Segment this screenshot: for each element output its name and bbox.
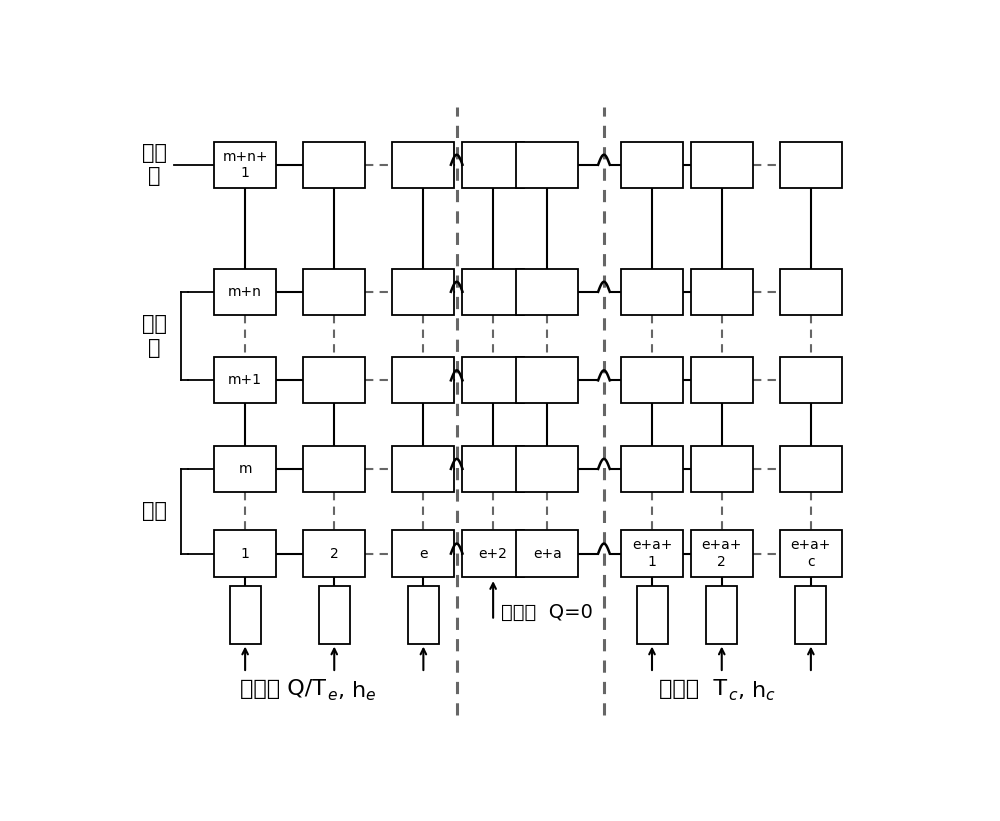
- Bar: [408, 586, 439, 644]
- Bar: [214, 530, 276, 576]
- Bar: [691, 268, 753, 315]
- Bar: [462, 530, 524, 576]
- Bar: [780, 268, 842, 315]
- Bar: [516, 142, 578, 188]
- Text: 蒸发段 Q/T: 蒸发段 Q/T: [240, 679, 326, 699]
- Bar: [516, 357, 578, 403]
- Text: 壁面: 壁面: [142, 502, 167, 521]
- Text: e+a+
2: e+a+ 2: [702, 539, 742, 569]
- Bar: [303, 268, 365, 315]
- Bar: [780, 142, 842, 188]
- Bar: [303, 530, 365, 576]
- Bar: [780, 357, 842, 403]
- Text: 绍热段  Q=0: 绍热段 Q=0: [501, 603, 593, 622]
- Bar: [392, 446, 454, 492]
- Text: m+1: m+1: [228, 374, 262, 388]
- Bar: [214, 446, 276, 492]
- Bar: [691, 530, 753, 576]
- Bar: [462, 268, 524, 315]
- Bar: [780, 530, 842, 576]
- Bar: [392, 357, 454, 403]
- Bar: [303, 142, 365, 188]
- Text: e+a: e+a: [533, 547, 562, 561]
- Text: e+a+
c: e+a+ c: [791, 539, 831, 569]
- Bar: [621, 357, 683, 403]
- Bar: [795, 586, 826, 644]
- Text: $_e$, h$_e$: $_e$, h$_e$: [327, 679, 377, 703]
- Text: 2: 2: [330, 547, 339, 561]
- Text: m+n: m+n: [228, 285, 262, 299]
- Bar: [392, 142, 454, 188]
- Bar: [462, 357, 524, 403]
- Text: e+a+
1: e+a+ 1: [632, 539, 672, 569]
- Bar: [706, 586, 737, 644]
- Bar: [462, 142, 524, 188]
- Bar: [516, 446, 578, 492]
- Bar: [214, 142, 276, 188]
- Bar: [691, 142, 753, 188]
- Text: 吸液
芯: 吸液 芯: [142, 314, 167, 358]
- Bar: [621, 142, 683, 188]
- Text: e: e: [419, 547, 428, 561]
- Bar: [303, 357, 365, 403]
- Text: 冷凝段  T: 冷凝段 T: [659, 679, 728, 699]
- Bar: [214, 268, 276, 315]
- Bar: [691, 446, 753, 492]
- Bar: [621, 268, 683, 315]
- Bar: [214, 357, 276, 403]
- Text: 蒸汽
腔: 蒸汽 腔: [142, 143, 167, 186]
- Bar: [621, 446, 683, 492]
- Bar: [691, 357, 753, 403]
- Bar: [303, 446, 365, 492]
- Text: m: m: [238, 462, 252, 476]
- Bar: [780, 446, 842, 492]
- Text: 1: 1: [241, 547, 250, 561]
- Text: $_c$, h$_c$: $_c$, h$_c$: [728, 679, 776, 703]
- Text: m+n+
1: m+n+ 1: [222, 149, 268, 180]
- Bar: [392, 530, 454, 576]
- Bar: [392, 268, 454, 315]
- Bar: [621, 530, 683, 576]
- Bar: [462, 446, 524, 492]
- Text: e+2: e+2: [479, 547, 508, 561]
- Bar: [230, 586, 261, 644]
- Bar: [516, 268, 578, 315]
- Bar: [516, 530, 578, 576]
- Bar: [319, 586, 350, 644]
- Bar: [637, 586, 668, 644]
